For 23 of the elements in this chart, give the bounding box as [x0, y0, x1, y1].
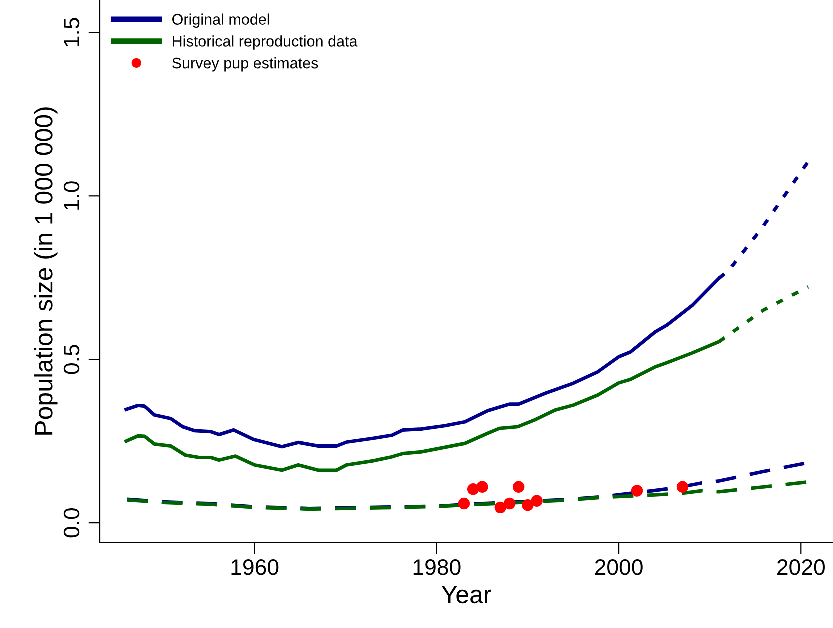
x-tick-label: 1980 — [414, 560, 461, 576]
y-tick-label: 1.0 — [64, 182, 80, 210]
legend-label: Original model — [172, 14, 270, 28]
y-axis-title: Population size (in 1 000 000) — [34, 108, 58, 435]
point — [504, 498, 516, 510]
point — [494, 502, 506, 514]
point — [676, 481, 689, 493]
y-tick-label: 0.5 — [64, 345, 80, 374]
legend-label: Survey pup estimates — [172, 58, 318, 72]
point — [531, 495, 543, 507]
point — [476, 481, 488, 493]
point — [631, 485, 644, 497]
point — [513, 481, 525, 493]
x-axis-title: Year — [442, 586, 492, 604]
legend-label: Historical reproduction data — [173, 36, 358, 50]
y-tick-label: 1.5 — [64, 18, 80, 46]
point — [522, 500, 534, 512]
x-tick-label: 2000 — [595, 560, 643, 576]
point — [467, 484, 480, 496]
y-tick-label: 0.0 — [64, 508, 80, 538]
x-tick-label: 1960 — [232, 560, 279, 576]
point — [458, 498, 470, 510]
x-tick-label: 2020 — [778, 560, 825, 576]
